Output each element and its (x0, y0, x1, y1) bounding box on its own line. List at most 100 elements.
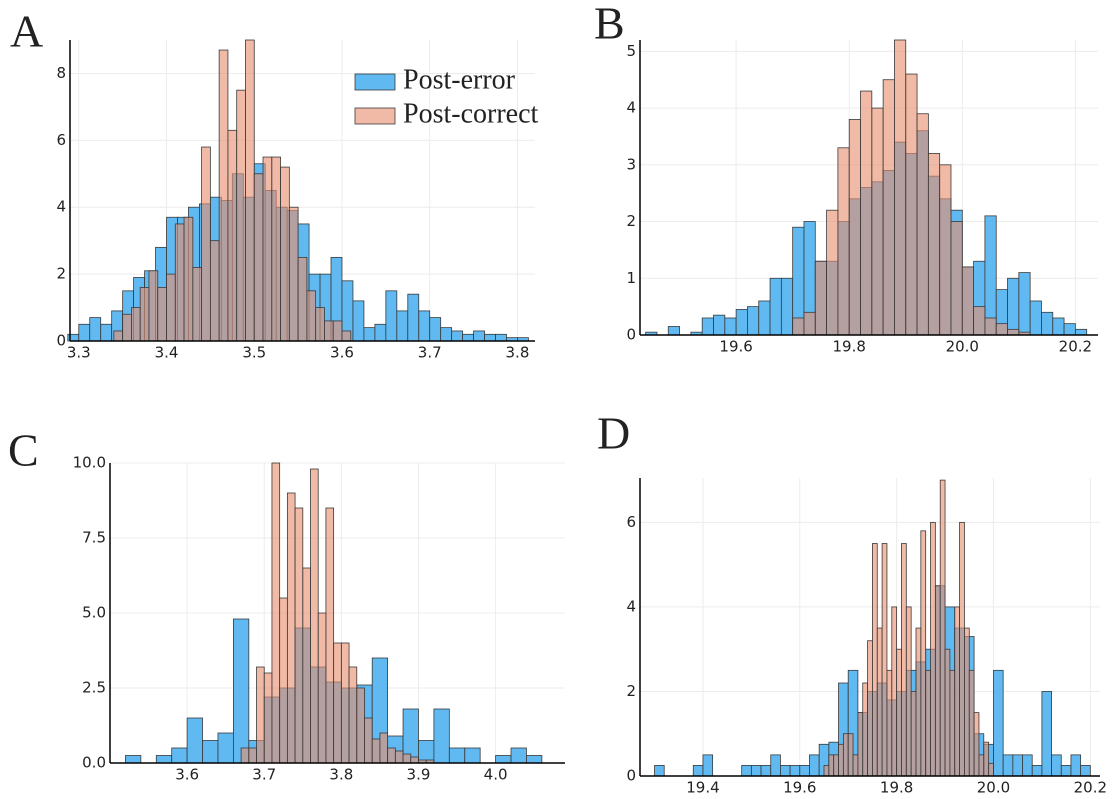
bar (78, 323, 91, 342)
bar (1007, 328, 1020, 336)
bar (113, 330, 124, 342)
bar (978, 754, 985, 777)
bar (968, 669, 975, 777)
bar (352, 300, 365, 342)
x-tick-label: 3.3 (67, 344, 91, 362)
x-tick-label: 3.6 (330, 344, 354, 362)
x-tick-label: 19.4 (686, 779, 719, 797)
bar (374, 323, 387, 342)
bar (867, 640, 873, 777)
bar (920, 530, 927, 777)
legend-swatch (354, 107, 396, 125)
bar (371, 738, 381, 764)
bar (232, 618, 250, 764)
y-tick-label: 6 (56, 131, 66, 149)
bar (394, 750, 404, 764)
bar (217, 732, 234, 764)
x-tick-label: 3.6 (175, 766, 199, 784)
bar (202, 740, 219, 764)
y-tick-label: 0 (626, 326, 636, 344)
y-tick-label: 4 (626, 99, 636, 117)
bar (961, 266, 975, 336)
bar (325, 507, 335, 764)
bar (288, 206, 299, 342)
bar (495, 333, 507, 342)
bar (341, 330, 352, 342)
bar (271, 462, 281, 764)
bar (792, 317, 805, 336)
bar (310, 468, 319, 764)
bar (1012, 754, 1023, 777)
bar (780, 277, 794, 336)
bar (1080, 765, 1091, 777)
bar (315, 307, 325, 342)
bar (925, 669, 931, 777)
x-tick-label: 3.5 (242, 344, 266, 362)
bar (410, 756, 419, 764)
bar (324, 320, 334, 342)
bar (302, 567, 311, 764)
bar (852, 754, 859, 777)
bar (881, 543, 888, 777)
bar (1029, 300, 1042, 336)
bar (462, 333, 474, 342)
y-tick-label: 0 (626, 767, 636, 785)
bar (905, 73, 918, 336)
bar (964, 627, 970, 777)
bar (860, 90, 873, 336)
bar (396, 310, 409, 342)
bar (473, 330, 485, 342)
bar (407, 293, 420, 342)
bar (356, 687, 365, 764)
bar (183, 216, 194, 342)
bar (286, 492, 296, 764)
bar (340, 642, 350, 764)
bar (713, 314, 726, 336)
bar (157, 287, 167, 342)
bar (891, 606, 898, 777)
bar (1051, 754, 1062, 777)
bar (939, 164, 952, 336)
bar (944, 648, 951, 777)
bar (1063, 323, 1076, 336)
bar (857, 712, 864, 777)
bar (294, 507, 304, 764)
bar (317, 612, 327, 764)
bar (348, 666, 358, 764)
bar (1060, 765, 1072, 777)
y-tick-label: 5 (626, 42, 636, 60)
bar (122, 313, 132, 342)
bar (949, 669, 956, 777)
bar (876, 627, 883, 777)
bar (833, 754, 839, 777)
bar (333, 642, 342, 764)
bar (131, 307, 141, 342)
bar (256, 666, 265, 764)
bar (789, 765, 801, 777)
bar (1022, 754, 1033, 777)
bar (886, 669, 893, 777)
bar (848, 119, 861, 336)
x-tick-label: 20.2 (1059, 338, 1092, 356)
bar (174, 223, 185, 342)
bar (814, 260, 827, 336)
x-tick-label: 3.8 (506, 344, 530, 362)
bar (654, 765, 665, 777)
legend-swatch (354, 73, 396, 91)
bar (433, 708, 450, 764)
bar (306, 290, 317, 342)
bar (166, 273, 176, 342)
y-tick-label: 4 (626, 597, 636, 615)
bar (984, 317, 997, 336)
x-tick-label: 3.7 (418, 344, 442, 362)
x-tick-label: 3.9 (407, 766, 431, 784)
bar (916, 113, 929, 336)
x-tick-label: 19.6 (783, 779, 816, 797)
y-tick-label: 1 (626, 269, 636, 287)
bar (451, 330, 464, 342)
bar (279, 597, 288, 764)
x-tick-label: 19.8 (880, 779, 913, 797)
bar (894, 39, 907, 336)
bar (262, 156, 273, 342)
bar (901, 543, 907, 777)
